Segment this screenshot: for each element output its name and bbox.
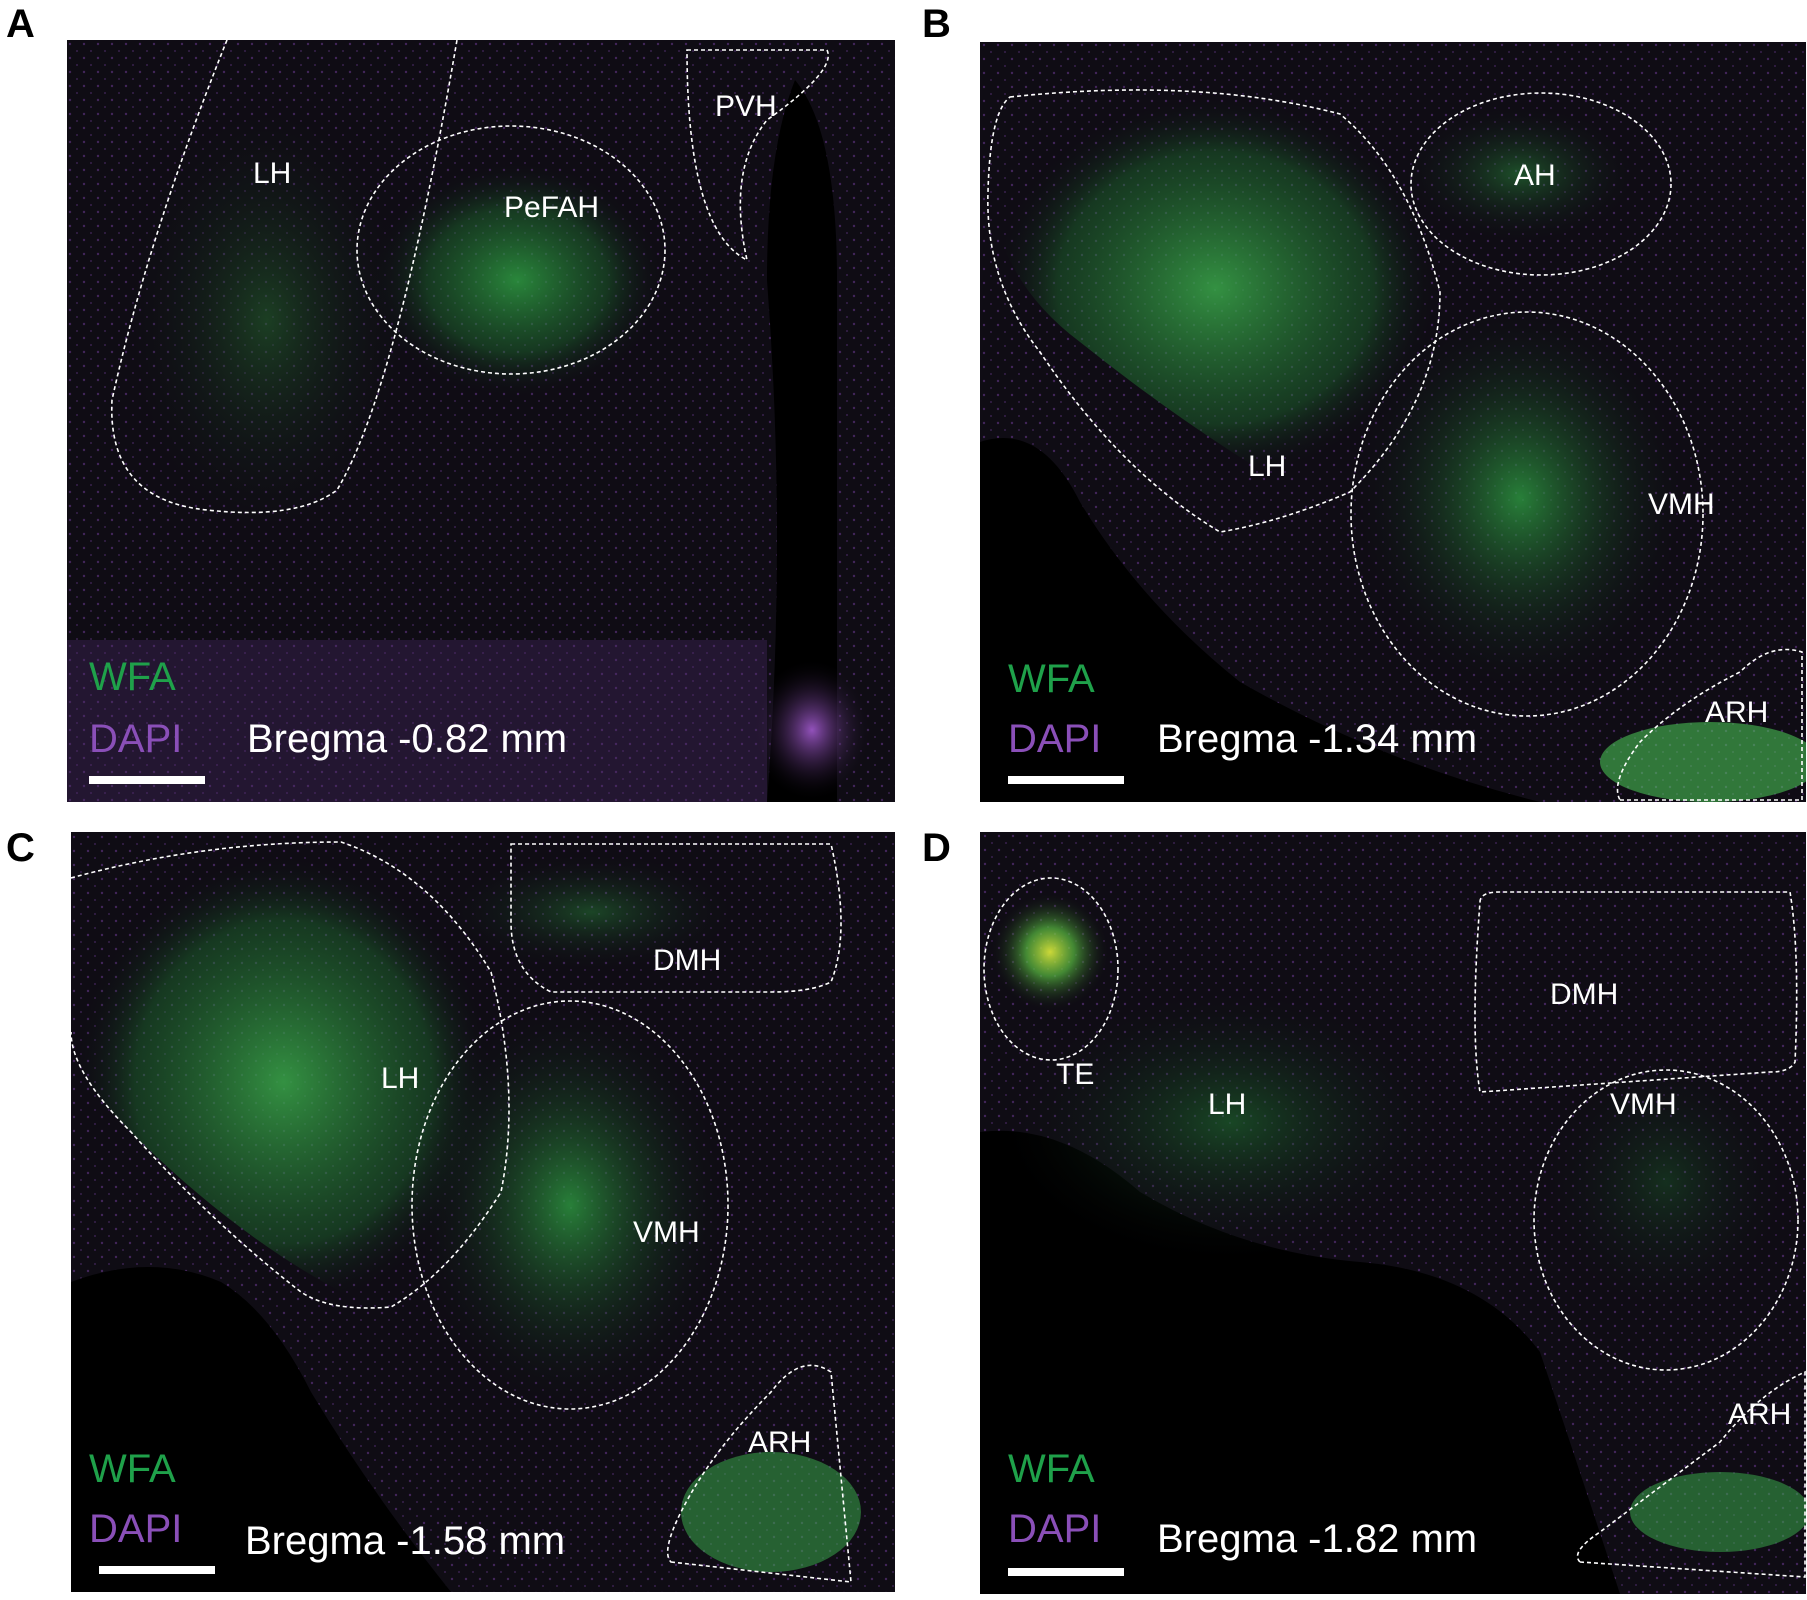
bregma-label: Bregma -1.34 mm: [1157, 717, 1477, 761]
panel-letter-c: C: [6, 826, 35, 870]
region-label: ARH: [1705, 696, 1768, 729]
wfa-signal-lh: [117, 90, 417, 550]
stain-label-dapi: DAPI: [1008, 1507, 1101, 1551]
ventricle: [767, 80, 837, 802]
outline-lh: [71, 841, 510, 1309]
outline-arh: [1576, 1370, 1806, 1578]
micrograph-panel-d: DMH TE LH VMH ARH WFA DAPI Bregma -1.82 …: [980, 832, 1806, 1594]
outline-pefah: [356, 125, 666, 375]
outline-lh: [111, 40, 458, 514]
region-label: VMH: [1648, 488, 1715, 521]
region-label: DMH: [1550, 978, 1618, 1011]
wfa-signal-arh: [1630, 1472, 1806, 1552]
scale-bar: [99, 1566, 215, 1574]
outline-pvh: [686, 49, 829, 262]
bregma-label: Bregma -1.82 mm: [1157, 1517, 1477, 1561]
scale-bar: [1008, 1568, 1124, 1576]
wfa-signal-vmh: [1352, 302, 1688, 694]
outline-dmh: [1474, 891, 1798, 1093]
outline-vmh: [411, 1000, 729, 1410]
panel-letter-a: A: [6, 2, 35, 46]
wfa-signal-pefah: [367, 160, 667, 400]
dapi-band: [67, 640, 767, 802]
outline-vmh: [1350, 311, 1704, 717]
panel-letter-b: B: [922, 2, 951, 46]
bregma-label: Bregma -0.82 mm: [247, 717, 567, 761]
region-label: VMH: [1610, 1088, 1677, 1121]
ventricle: [71, 1267, 451, 1592]
wfa-signal-lh: [990, 94, 1441, 482]
micrograph-d-svg: DMH TE LH VMH ARH WFA DAPI Bregma -1.82 …: [980, 832, 1806, 1594]
bregma-label: Bregma -1.58 mm: [245, 1519, 565, 1563]
stain-label-wfa: WFA: [1008, 657, 1095, 701]
wfa-signal-arh: [1600, 722, 1806, 802]
region-label: TE: [1056, 1058, 1094, 1091]
region-label: LH: [253, 157, 291, 190]
wfa-signal-lh: [71, 852, 496, 1312]
stain-label-dapi: DAPI: [89, 717, 182, 761]
outline-ah: [1410, 92, 1672, 276]
wfa-signal-vmh: [412, 1000, 728, 1410]
outline-te: [983, 877, 1119, 1061]
region-label: LH: [1248, 450, 1286, 483]
outline-arh: [666, 1364, 852, 1583]
stain-label-wfa: WFA: [89, 655, 176, 699]
micrograph-panel-b: AH LH VMH ARH WFA DAPI Bregma -1.34 mm: [980, 42, 1806, 802]
wfa-signal-arh: [681, 1452, 861, 1572]
region-label: LH: [1208, 1088, 1246, 1121]
region-label: AH: [1514, 159, 1556, 192]
region-label: VMH: [633, 1216, 700, 1249]
scale-bar: [89, 776, 205, 784]
dapi-cluster: [752, 660, 872, 800]
panel-letter-d: D: [922, 826, 951, 870]
wfa-signal-te: [990, 892, 1110, 1012]
outline-arh: [1616, 648, 1803, 801]
region-label: ARH: [1728, 1398, 1791, 1431]
scale-bar: [1008, 776, 1124, 784]
stain-label-dapi: DAPI: [89, 1507, 182, 1551]
wfa-signal-dmh: [441, 852, 741, 972]
micrograph-a-svg: LH PeFAH PVH WFA DAPI Bregma -0.82 mm: [67, 40, 895, 802]
stain-label-wfa: WFA: [89, 1447, 176, 1491]
wfa-signal-lh: [1000, 982, 1460, 1262]
micrograph-c-svg: DMH LH VMH ARH WFA DAPI Bregma -1.58 mm: [71, 832, 895, 1592]
stain-label-wfa: WFA: [1008, 1447, 1095, 1491]
micrograph-panel-c: DMH LH VMH ARH WFA DAPI Bregma -1.58 mm: [71, 832, 895, 1592]
outline-vmh: [1533, 1069, 1799, 1371]
micrograph-panel-a: LH PeFAH PVH WFA DAPI Bregma -0.82 mm: [67, 40, 895, 802]
outline-dmh: [510, 843, 842, 993]
micrograph-b-svg: AH LH VMH ARH WFA DAPI Bregma -1.34 mm: [980, 42, 1806, 802]
region-label: PeFAH: [504, 191, 599, 224]
region-label: ARH: [748, 1426, 811, 1459]
region-label: DMH: [653, 944, 721, 977]
wfa-signal-vmh: [1536, 1042, 1796, 1322]
wfa-signal-ah: [1400, 104, 1640, 244]
ventricle: [980, 438, 1540, 802]
region-label: LH: [381, 1062, 419, 1095]
stain-label-dapi: DAPI: [1008, 717, 1101, 761]
region-label: PVH: [715, 90, 777, 123]
